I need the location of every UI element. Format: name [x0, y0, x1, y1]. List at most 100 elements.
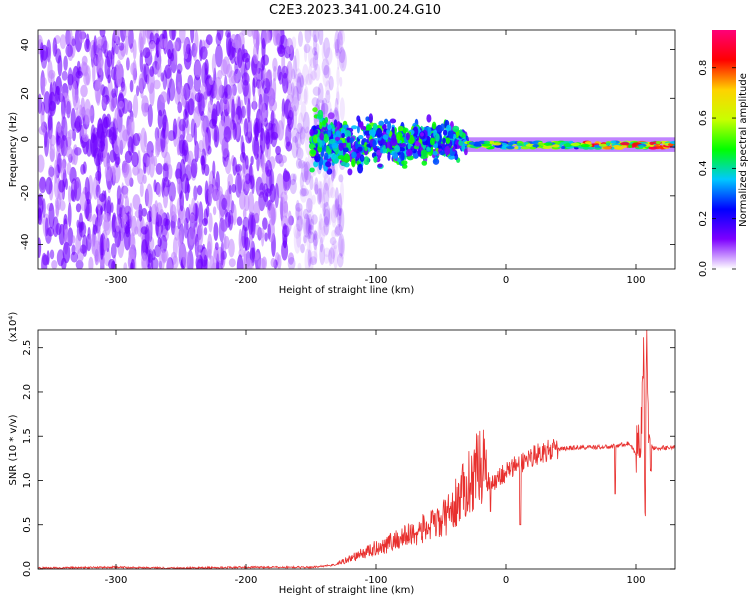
- heatmap-cell: [100, 130, 106, 152]
- heatmap-cell: [172, 255, 179, 269]
- heatmap-cell: [295, 158, 303, 170]
- heatmap-cell: [313, 182, 319, 192]
- heatmap-cell: [221, 139, 229, 158]
- heatmap-cell: [448, 130, 454, 139]
- heatmap-cell: [331, 124, 335, 129]
- heatmap-cell: [75, 203, 82, 213]
- heatmap-cell: [587, 146, 595, 150]
- heatmap-cell: [70, 251, 79, 263]
- heatmap-cell: [124, 99, 132, 111]
- heatmap-cell: [276, 254, 282, 269]
- heatmap-cell: [606, 142, 611, 146]
- heatmap-cell: [669, 140, 675, 145]
- snr-ytick-label: 1.5: [22, 428, 33, 444]
- heatmap-cell: [323, 208, 331, 228]
- heatmap-cell: [323, 133, 330, 143]
- heatmap-cell: [237, 79, 243, 94]
- heatmap-cell: [387, 141, 391, 149]
- heatmap-cell: [332, 240, 339, 250]
- heatmap-cell: [259, 127, 266, 154]
- heatmap-cell: [314, 51, 319, 61]
- heatmap-cell: [340, 128, 346, 135]
- heatmap-cell: [325, 80, 331, 96]
- snr-ytick-label: 2.0: [22, 384, 33, 400]
- heatmap-cell: [140, 226, 148, 235]
- heatmap-cell: [312, 107, 318, 113]
- heatmap-cell: [236, 216, 243, 226]
- heatmap-cell: [185, 207, 191, 224]
- heatmap-cell: [294, 48, 300, 72]
- heatmap-cell: [321, 58, 330, 76]
- heatmap-cell: [304, 30, 312, 44]
- snr-line: [38, 330, 675, 569]
- heatmap-cell: [292, 85, 300, 112]
- heatmap-cell: [39, 42, 44, 63]
- heatmap-cell: [362, 126, 367, 131]
- heatmap-cell: [268, 86, 274, 112]
- heatmap-cell: [308, 257, 314, 269]
- heatmap-cell: [318, 218, 326, 244]
- heatmap-cell: [322, 178, 328, 195]
- heatmap-cell: [84, 38, 91, 53]
- heatmap-cell: [612, 145, 622, 149]
- heatmap-cell: [38, 195, 44, 218]
- heatmap-cell: [125, 35, 129, 56]
- heatmap-cell: [308, 45, 314, 66]
- heatmap-cell: [265, 131, 270, 150]
- heatmap-cell: [432, 150, 438, 156]
- heatmap-cell: [299, 172, 304, 190]
- heatmap-cell: [494, 144, 504, 148]
- heatmap-cell: [242, 159, 246, 178]
- heatmap-cell: [270, 110, 275, 127]
- snr-xtick-label: 100: [626, 575, 645, 586]
- heatmap-cell: [302, 208, 309, 220]
- heatmap-cell: [312, 51, 319, 71]
- heatmap-cell: [211, 53, 217, 75]
- heatmap-cell: [287, 252, 295, 265]
- heatmap-cell: [257, 258, 266, 269]
- heatmap-cell: [382, 144, 386, 153]
- heatmap-cell: [336, 91, 340, 106]
- heatmap-cell: [330, 164, 336, 181]
- heatmap-cell: [212, 206, 217, 216]
- heatmap-cell: [162, 187, 169, 209]
- heatmap-cell: [468, 141, 476, 145]
- heatmap-cell: [42, 86, 46, 97]
- heatmap-cell: [293, 227, 301, 254]
- heatmap-cell: [242, 216, 250, 232]
- heatmap-cell: [147, 253, 154, 269]
- heatmap-cell: [304, 248, 311, 269]
- heatmap-cell: [242, 175, 246, 190]
- heatmap-cell: [309, 167, 315, 173]
- heatmap-cell: [331, 142, 339, 149]
- heatmap-cell: [187, 98, 195, 116]
- heatmap-cell: [132, 133, 141, 146]
- heatmap-cell: [156, 60, 162, 78]
- heatmap-cell: [185, 43, 191, 55]
- heatmap-cell: [124, 222, 130, 235]
- heatmap-cell: [448, 154, 455, 160]
- heatmap-cell: [570, 142, 580, 146]
- heatmap-cell: [296, 85, 303, 106]
- heatmap-cell: [340, 161, 347, 166]
- heatmap-cell: [215, 44, 223, 68]
- snr-ytick-label: 1.0: [22, 473, 33, 489]
- heatmap-cell: [47, 226, 55, 237]
- heatmap-cell: [291, 96, 300, 117]
- heatmap-cell: [296, 72, 304, 95]
- heatmap-cell: [371, 130, 376, 139]
- heatmap-cell: [323, 172, 331, 191]
- heatmap-cell: [336, 85, 340, 105]
- heatmap-cell: [204, 180, 209, 205]
- heatmap-cell: [230, 75, 238, 84]
- heatmap-cell: [59, 86, 64, 103]
- heatmap-cell: [338, 234, 343, 259]
- heatmap-cell: [481, 143, 492, 147]
- heatmap-cell: [338, 142, 344, 151]
- heatmap-cell: [260, 55, 266, 71]
- snr-series: [38, 330, 675, 569]
- heatmap-cell: [358, 135, 364, 140]
- heatmap-cell: [172, 236, 178, 258]
- heatmap-cell: [330, 243, 336, 259]
- snr-xtick-label: -100: [365, 575, 388, 586]
